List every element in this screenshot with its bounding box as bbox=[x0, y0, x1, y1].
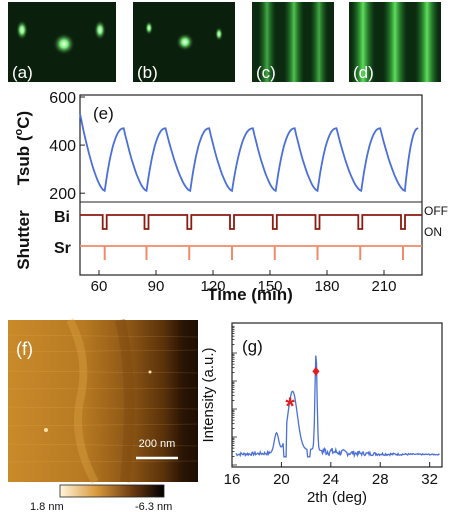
panel-label-a: (a) bbox=[12, 63, 33, 82]
rheed-panel-c: (c) bbox=[252, 2, 334, 82]
tsub-axis-label: Tsub (oC) bbox=[13, 111, 33, 185]
g-x-tick-label-16: 16 bbox=[224, 471, 241, 488]
panel-f-afm-image: (f) 200 nm bbox=[7, 318, 199, 484]
panel-g-log-ticks bbox=[232, 325, 237, 466]
tsub-curve bbox=[79, 113, 419, 193]
panel-e: (e) 600 400 200 60 90 120 150 180 210 Tsub (oC)… bbox=[13, 90, 448, 304]
g-x-tick-label-24: 24 bbox=[322, 471, 339, 488]
panel-e-x-ticks: 60 90 120 150 180 210 bbox=[91, 270, 397, 295]
xrd-curve bbox=[235, 355, 440, 459]
diamond-marker: ♦ bbox=[312, 363, 320, 380]
time-axis-label: Time (min) bbox=[207, 285, 293, 304]
y-tick-label-200: 200 bbox=[49, 186, 76, 203]
panel-e-frame bbox=[79, 94, 423, 276]
x-tick-label-90: 90 bbox=[148, 278, 165, 295]
two-theta-axis-label: 2th (deg) bbox=[307, 489, 367, 506]
x-tick-label-180: 180 bbox=[314, 278, 339, 295]
panel-e-y-ticks: 600 400 200 bbox=[49, 90, 85, 203]
on-label: ON bbox=[424, 225, 442, 239]
afm-colorbar: 1.8 nm -6.3 nm bbox=[30, 484, 172, 512]
off-label: OFF bbox=[424, 204, 448, 218]
panel-label-d: (d) bbox=[353, 63, 374, 82]
x-tick-label-120: 120 bbox=[200, 278, 225, 295]
panel-label-b: (b) bbox=[137, 63, 158, 82]
panel-e-label: (e) bbox=[93, 104, 114, 123]
colorbar-min-label: 1.8 nm bbox=[30, 501, 64, 512]
g-x-tick-label-32: 32 bbox=[421, 471, 438, 488]
panel-label-c: (c) bbox=[256, 63, 276, 82]
bi-shutter-trace bbox=[80, 214, 422, 230]
panel-g-frame bbox=[231, 322, 443, 468]
y-tick-label-600: 600 bbox=[49, 90, 76, 107]
shutter-axis-label: Shutter bbox=[14, 210, 33, 270]
bi-label: Bi bbox=[54, 209, 70, 226]
rheed-panel-a: (a) bbox=[8, 2, 116, 82]
sr-label: Sr bbox=[54, 240, 71, 257]
panel-label-g: (g) bbox=[242, 337, 263, 356]
bi-trace-line bbox=[80, 214, 422, 230]
x-tick-label-60: 60 bbox=[91, 278, 108, 295]
g-x-tick-label-20: 20 bbox=[273, 471, 290, 488]
rheed-panel-b: (b) bbox=[133, 2, 235, 82]
star-marker: * bbox=[285, 393, 295, 420]
colorbar-max-label: -6.3 nm bbox=[135, 501, 172, 512]
x-tick-label-150: 150 bbox=[257, 278, 282, 295]
panel-g: (g) 16 20 24 28 32 * ♦ Intensity (a.u.) 2th … bbox=[200, 322, 443, 506]
y-tick-label-400: 400 bbox=[49, 138, 76, 155]
panel-g-x-ticks: 16 20 24 28 32 bbox=[224, 462, 438, 488]
g-x-tick-label-28: 28 bbox=[372, 471, 389, 488]
sr-shutter-trace bbox=[80, 245, 422, 260]
x-tick-label-210: 210 bbox=[371, 278, 396, 295]
rheed-panel-d: (d) bbox=[349, 2, 441, 82]
panel-label-f: (f) bbox=[16, 339, 33, 359]
scale-bar-label: 200 nm bbox=[139, 438, 176, 450]
intensity-axis-label: Intensity (a.u.) bbox=[200, 347, 217, 442]
